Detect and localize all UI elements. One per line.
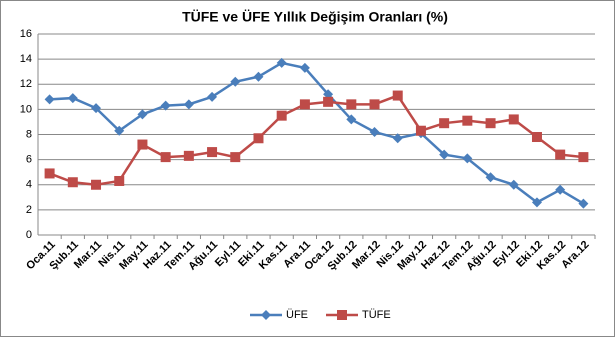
point bbox=[67, 93, 78, 104]
point bbox=[137, 109, 148, 120]
point bbox=[392, 90, 403, 101]
legend-label: TÜFE bbox=[362, 309, 391, 321]
point bbox=[346, 99, 357, 110]
y-tick-label: 6 bbox=[26, 154, 32, 166]
legend-label: ÜFE bbox=[286, 309, 308, 321]
point bbox=[276, 57, 287, 68]
point bbox=[44, 94, 55, 105]
point bbox=[230, 152, 241, 163]
point bbox=[114, 125, 125, 136]
point bbox=[253, 133, 264, 144]
point bbox=[462, 153, 473, 164]
point bbox=[207, 147, 218, 158]
point bbox=[114, 175, 125, 186]
point bbox=[531, 197, 542, 208]
point bbox=[230, 76, 241, 87]
point bbox=[508, 114, 519, 125]
point bbox=[299, 99, 310, 110]
point bbox=[555, 184, 566, 195]
y-tick-label: 16 bbox=[20, 28, 32, 40]
point bbox=[439, 149, 450, 160]
point bbox=[346, 114, 357, 125]
point bbox=[439, 118, 450, 129]
y-tick-label: 8 bbox=[26, 128, 32, 140]
legend-marker bbox=[261, 310, 271, 320]
point bbox=[253, 71, 264, 82]
point bbox=[299, 62, 310, 73]
series-line bbox=[49, 61, 585, 205]
point bbox=[415, 125, 426, 136]
point bbox=[578, 198, 589, 209]
point bbox=[392, 133, 403, 144]
point bbox=[508, 179, 519, 190]
point bbox=[369, 99, 380, 110]
point bbox=[160, 100, 171, 111]
point bbox=[207, 91, 218, 102]
point bbox=[276, 110, 287, 121]
point bbox=[555, 149, 566, 160]
point bbox=[67, 177, 78, 188]
y-tick-label: 2 bbox=[26, 204, 32, 216]
point bbox=[485, 118, 496, 129]
point bbox=[462, 115, 473, 126]
point bbox=[369, 126, 380, 137]
point bbox=[578, 152, 589, 163]
point bbox=[44, 168, 55, 179]
point bbox=[91, 103, 102, 114]
point bbox=[183, 150, 194, 161]
point bbox=[183, 99, 194, 110]
y-tick-label: 0 bbox=[26, 229, 32, 241]
y-tick-label: 14 bbox=[20, 53, 32, 65]
point bbox=[531, 132, 542, 143]
point bbox=[323, 89, 334, 100]
chart-title: TÜFE ve ÜFE Yıllık Değişim Oranları (%) bbox=[182, 9, 448, 25]
point bbox=[323, 96, 334, 107]
legend-marker bbox=[337, 310, 347, 320]
point bbox=[485, 172, 496, 183]
y-tick-label: 12 bbox=[20, 78, 32, 90]
point bbox=[91, 179, 102, 190]
point bbox=[137, 139, 148, 150]
point bbox=[160, 152, 171, 163]
y-tick-label: 10 bbox=[20, 103, 32, 115]
y-tick-label: 4 bbox=[26, 179, 32, 191]
